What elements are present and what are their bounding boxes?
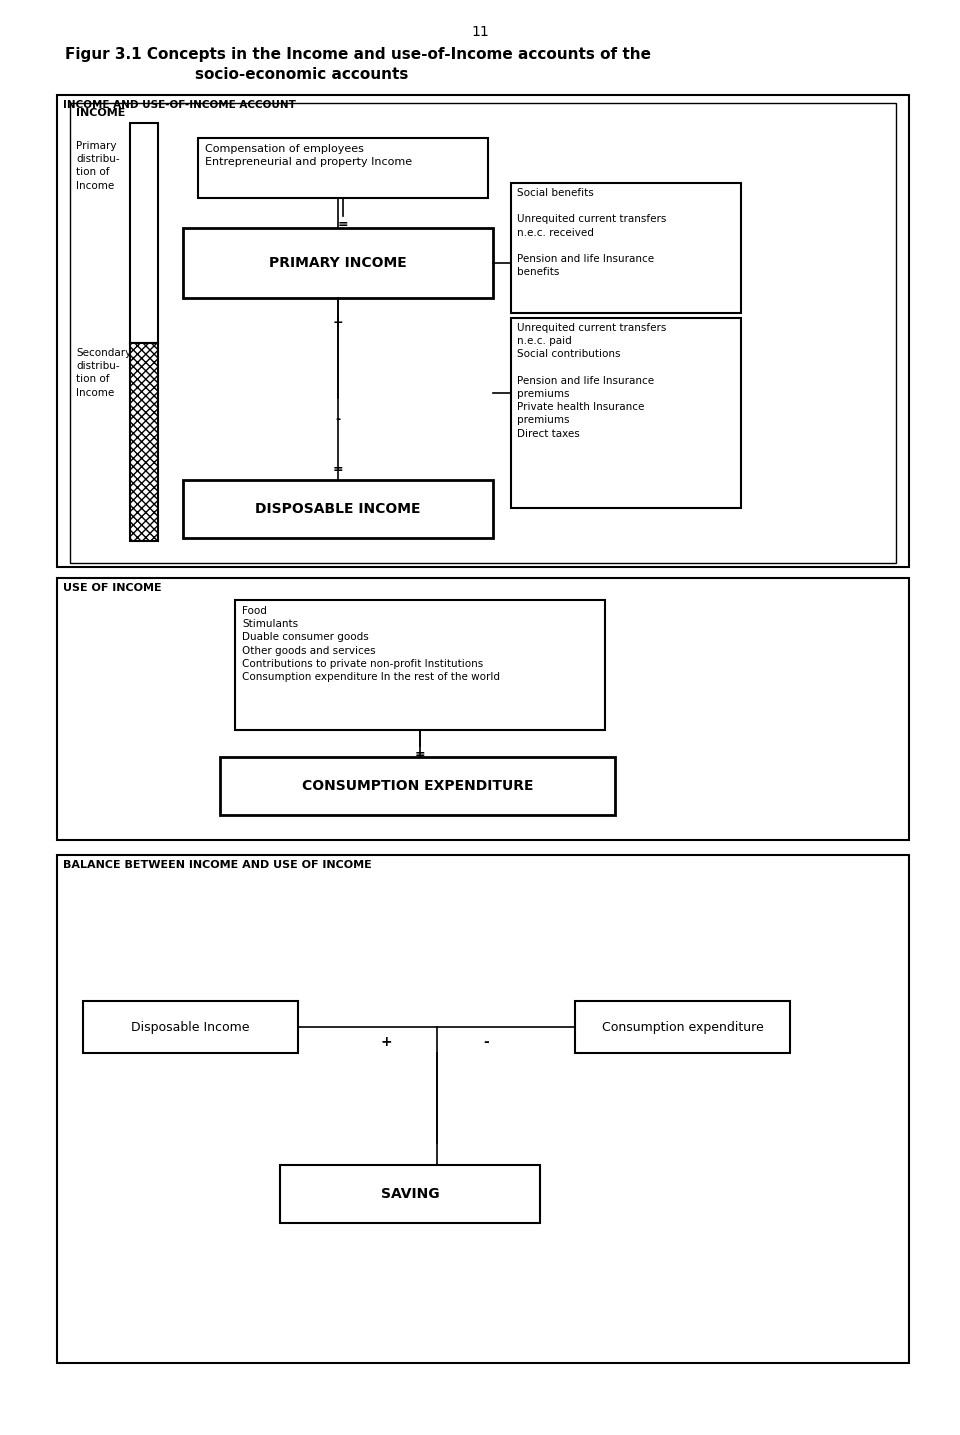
Text: PRIMARY INCOME: PRIMARY INCOME <box>269 255 407 270</box>
Text: 11: 11 <box>471 24 489 39</box>
Text: SAVING: SAVING <box>381 1187 440 1201</box>
Bar <box>130 123 158 343</box>
Bar <box>70 103 896 563</box>
Text: Compensation of employees
Entrepreneurial and property Income: Compensation of employees Entrepreneuria… <box>205 144 412 168</box>
Text: socio-economic accounts: socio-economic accounts <box>195 67 408 82</box>
Text: Figur 3.1 Concepts in the Income and use-of-Income accounts of the: Figur 3.1 Concepts in the Income and use… <box>65 47 651 62</box>
Text: USE OF INCOME: USE OF INCOME <box>63 583 161 593</box>
Text: INCOME AND USE-OF-INCOME ACCOUNT: INCOME AND USE-OF-INCOME ACCOUNT <box>63 100 296 110</box>
Bar <box>511 319 741 508</box>
Text: DISPOSABLE INCOME: DISPOSABLE INCOME <box>255 502 420 517</box>
Text: -: - <box>335 413 341 426</box>
Text: =: = <box>415 748 425 761</box>
Bar <box>183 479 493 538</box>
Text: +: + <box>333 316 344 329</box>
Bar <box>183 228 493 298</box>
Text: BALANCE BETWEEN INCOME AND USE OF INCOME: BALANCE BETWEEN INCOME AND USE OF INCOME <box>63 860 372 870</box>
Bar <box>83 1002 298 1053</box>
Text: Food
Stimulants
Duable consumer goods
Other goods and services
Contributions to : Food Stimulants Duable consumer goods Ot… <box>242 606 500 682</box>
Bar <box>130 343 158 541</box>
Bar <box>280 1165 540 1223</box>
Text: Unrequited current transfers
n.e.c. paid
Social contributions

Pension and life : Unrequited current transfers n.e.c. paid… <box>517 323 666 439</box>
Text: =: = <box>338 218 348 231</box>
Text: Secondary
distribu-
tion of
Income: Secondary distribu- tion of Income <box>76 349 132 397</box>
Bar <box>57 95 909 567</box>
Text: Social benefits

Unrequited current transfers
n.e.c. received

Pension and life : Social benefits Unrequited current trans… <box>517 188 666 277</box>
Text: Primary
distribu-
tion of
Income: Primary distribu- tion of Income <box>76 141 120 191</box>
Bar <box>198 138 488 198</box>
Bar <box>220 758 615 815</box>
Bar <box>575 1002 790 1053</box>
Text: +: + <box>381 1035 393 1049</box>
Bar <box>57 855 909 1363</box>
Bar <box>235 600 605 730</box>
Text: INCOME: INCOME <box>76 108 126 118</box>
Text: -: - <box>484 1035 490 1049</box>
Bar <box>511 184 741 313</box>
Text: Consumption expenditure: Consumption expenditure <box>602 1020 763 1033</box>
Text: CONSUMPTION EXPENDITURE: CONSUMPTION EXPENDITURE <box>301 779 533 794</box>
Text: Disposable Income: Disposable Income <box>132 1020 250 1033</box>
Text: =: = <box>333 464 344 476</box>
Bar <box>57 578 909 839</box>
